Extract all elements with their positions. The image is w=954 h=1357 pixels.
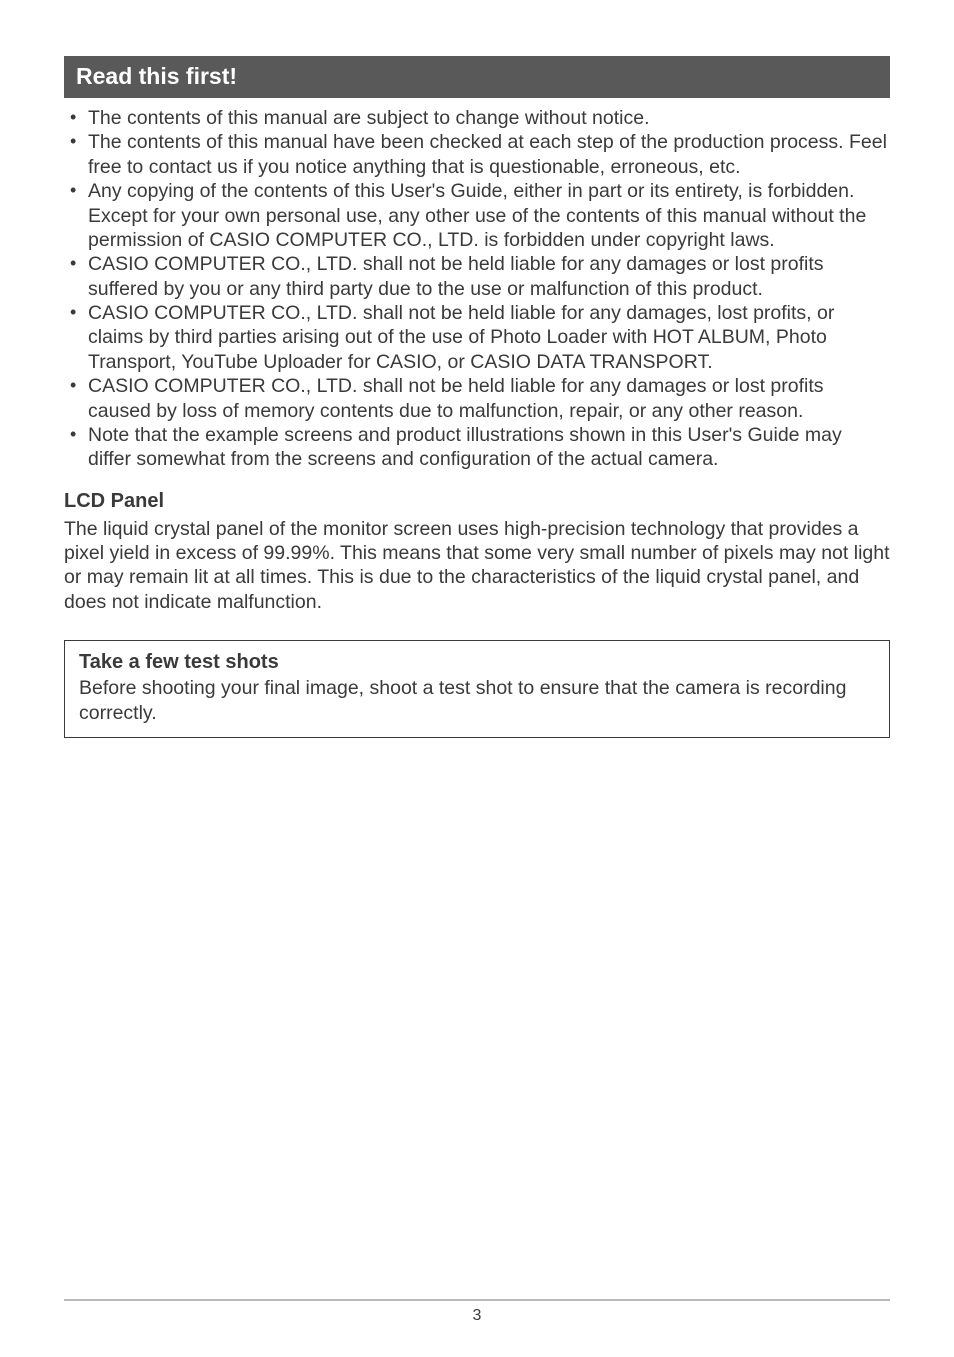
footer-divider	[64, 1299, 890, 1301]
list-item: CASIO COMPUTER CO., LTD. shall not be he…	[66, 301, 890, 374]
page-footer: 3	[64, 1299, 890, 1325]
list-item: Note that the example screens and produc…	[66, 423, 890, 472]
bullet-list: The contents of this manual are subject …	[64, 106, 890, 472]
lcd-panel-heading: LCD Panel	[64, 490, 890, 513]
list-item: Any copying of the contents of this User…	[66, 179, 890, 252]
list-item: The contents of this manual are subject …	[66, 106, 890, 130]
list-item: CASIO COMPUTER CO., LTD. shall not be he…	[66, 374, 890, 423]
note-title: Take a few test shots	[79, 651, 875, 674]
section-header: Read this first!	[64, 56, 890, 98]
page-number: 3	[64, 1307, 890, 1325]
page-container: Read this first! The contents of this ma…	[0, 0, 954, 1357]
list-item: The contents of this manual have been ch…	[66, 130, 890, 179]
note-box: Take a few test shots Before shooting yo…	[64, 640, 890, 738]
lcd-panel-body: The liquid crystal panel of the monitor …	[64, 517, 890, 615]
note-body: Before shooting your final image, shoot …	[79, 676, 875, 725]
list-item: CASIO COMPUTER CO., LTD. shall not be he…	[66, 252, 890, 301]
